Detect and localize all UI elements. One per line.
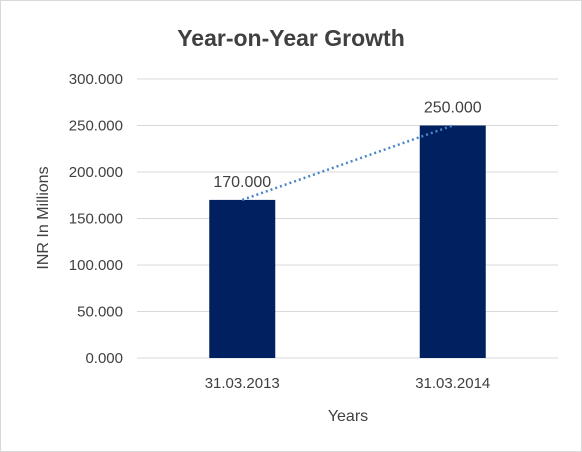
y-tick-label: 150.000 xyxy=(69,211,123,228)
gridlines xyxy=(137,78,558,359)
trendline xyxy=(241,124,454,202)
y-tick-label: 0.000 xyxy=(85,350,123,367)
data-label: 170.000 xyxy=(213,174,271,191)
y-tick-label: 50.000 xyxy=(77,304,123,321)
y-tick-label: 100.000 xyxy=(69,257,123,274)
x-axis-title: Years xyxy=(328,408,368,425)
chart-title: Year-on-Year Growth xyxy=(177,25,405,51)
bar xyxy=(209,199,276,358)
bars xyxy=(209,125,486,358)
y-tick-label: 300.000 xyxy=(69,71,123,88)
y-axis-ticks: 0.000 50.000 100.000 150.000 200.000 250.000 3… xyxy=(69,71,123,367)
data-label: 250.000 xyxy=(424,100,482,117)
x-axis-ticks: 31.03.2013 31.03.2014 xyxy=(205,375,491,392)
y-axis-title: INR In Millions xyxy=(35,166,52,269)
data-labels: 170.000 250.000 xyxy=(213,100,481,191)
y-tick-label: 250.000 xyxy=(69,118,123,135)
y-tick-label: 200.000 xyxy=(69,164,123,181)
trendline-layer xyxy=(241,124,454,202)
x-tick-label: 31.03.2014 xyxy=(415,375,490,392)
x-tick-label: 31.03.2013 xyxy=(205,375,280,392)
bar xyxy=(419,125,486,358)
